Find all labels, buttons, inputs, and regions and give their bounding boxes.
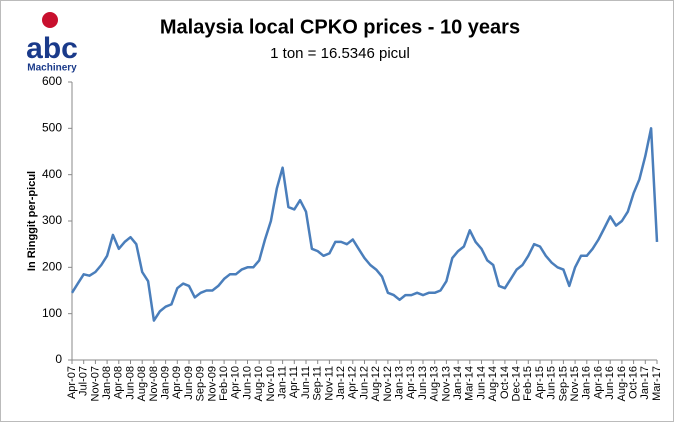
x-tick-label: Jun-10 (241, 366, 253, 400)
x-tick-label: Jun-16 (604, 366, 616, 400)
x-tick-label: Nov-15 (569, 366, 581, 401)
x-tick-label: Jan-16 (581, 366, 593, 400)
y-axis-label: In Ringgit per-picul (26, 171, 38, 271)
x-tick-label: Jan-11 (277, 366, 289, 399)
x-tick-label: Jan-08 (101, 366, 113, 400)
y-tick-label: 400 (42, 167, 62, 181)
x-tick-label: Apr-13 (405, 366, 417, 399)
x-tick-label: Jun-13 (417, 366, 429, 400)
x-tick-label: Apr-11 (288, 366, 300, 398)
x-tick-label: Jan-13 (394, 366, 406, 400)
x-tick-label: Jun-15 (546, 366, 558, 400)
x-tick-label: Aug-13 (429, 366, 441, 401)
x-tick-label: Jun-14 (475, 366, 487, 400)
x-tick-label: Dec-14 (511, 366, 523, 401)
x-tick-label: Jan-14 (452, 366, 464, 400)
x-tick-label: Jan-09 (160, 366, 172, 400)
x-tick-label: Jan-12 (335, 366, 347, 400)
x-tick-label: Feb-10 (218, 366, 230, 401)
x-tick-label: Jun-08 (124, 366, 136, 400)
x-tick-label: Sep-11 (312, 366, 324, 401)
chart-subtitle: 1 ton = 16.5346 picul (270, 45, 410, 62)
x-tick-label: Apr-16 (592, 366, 604, 399)
logo-tagline: Machinery (27, 63, 77, 74)
x-tick-label: Apr-10 (230, 366, 242, 399)
logo-name: abc (26, 32, 78, 65)
chart-title: Malaysia local CPKO prices - 10 years (160, 16, 520, 38)
x-tick-label: Nov-07 (89, 366, 101, 401)
x-tick-label: Jun-11 (300, 366, 312, 399)
x-tick-label: Nov-08 (148, 366, 160, 401)
x-tick-label: Oct-14 (499, 366, 511, 399)
y-tick-label: 100 (42, 306, 62, 320)
x-tick-label: Aug-14 (487, 366, 499, 401)
x-tick-label: Jun-09 (183, 366, 195, 400)
x-tick-label: Aug-16 (616, 366, 628, 401)
x-tick-label: Mar-14 (464, 366, 476, 401)
x-tick-label: Apr-08 (113, 366, 125, 399)
x-tick-label: Aug-12 (370, 366, 382, 401)
y-tick-label: 200 (42, 260, 62, 274)
x-tick-label: Apr-12 (347, 366, 359, 399)
x-tick-label: Jan-17 (639, 366, 651, 400)
y-tick-label: 600 (42, 74, 62, 88)
x-tick-label: Nov-13 (440, 366, 452, 401)
x-tick-label: Aug-08 (136, 366, 148, 401)
x-tick-label: Apr-07 (66, 366, 78, 399)
x-tick-label: Sep-09 (195, 366, 207, 401)
x-tick-label: Apr-15 (534, 366, 546, 399)
x-tick-label: Aug-10 (253, 366, 265, 401)
x-tick-label: Nov-10 (265, 366, 277, 401)
x-tick-label: Nov-12 (382, 366, 394, 401)
logo-icon (42, 12, 58, 28)
x-tick-label: Jun-12 (358, 366, 370, 400)
x-tick-label: Apr-09 (171, 366, 183, 399)
x-tick-label: Sep-15 (557, 366, 569, 401)
price-line (70, 127, 659, 322)
x-tick-label: Mar-17 (651, 366, 663, 401)
x-tick-label: Nov-11 (323, 366, 335, 401)
x-tick-label: Oct-16 (628, 366, 640, 399)
y-tick-label: 500 (42, 121, 62, 135)
logo: abc Machinery (26, 12, 78, 74)
x-tick-label: Feb-15 (522, 366, 534, 401)
x-tick-label: Nov-09 (206, 366, 218, 401)
y-tick-label: 300 (42, 213, 62, 227)
y-tick-label: 0 (55, 352, 62, 366)
x-tick-label: Jul-07 (78, 366, 90, 396)
